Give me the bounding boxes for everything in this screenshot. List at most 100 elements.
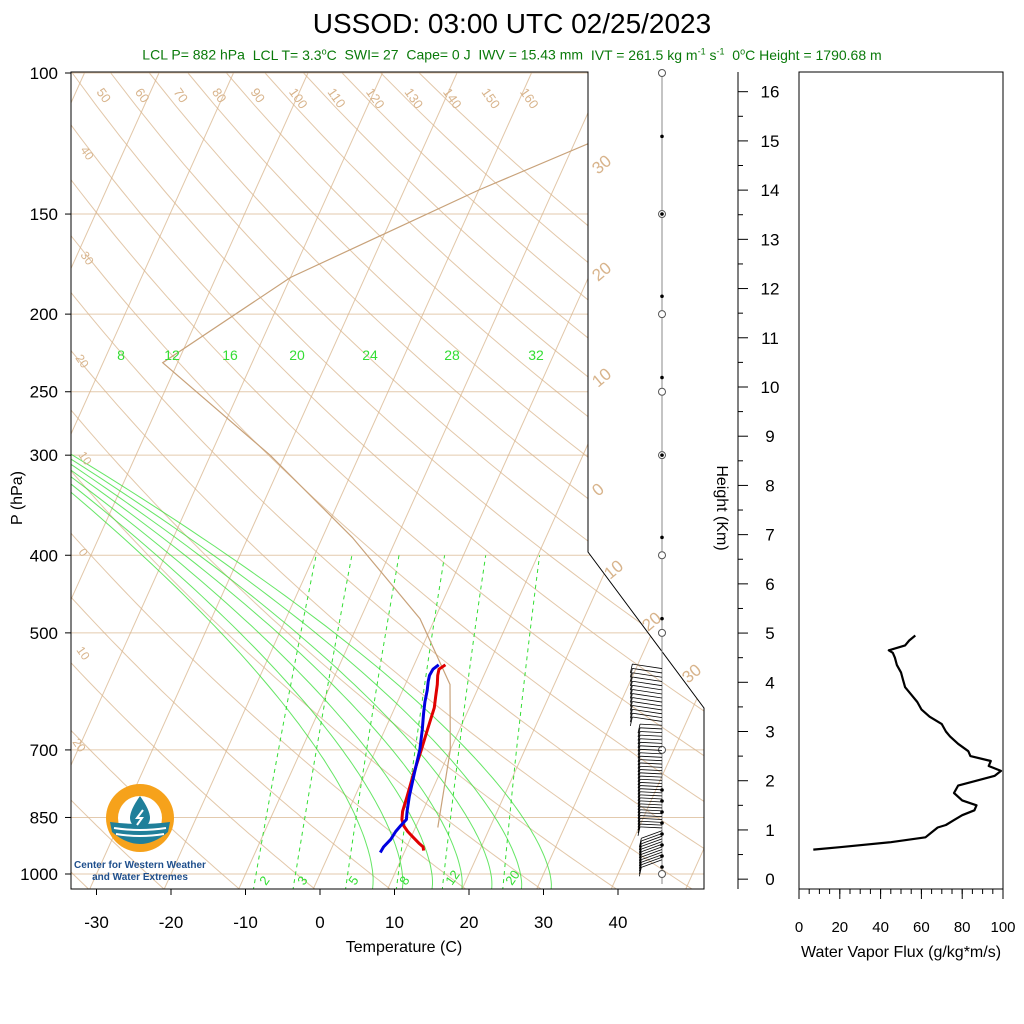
dry-adiabat (71, 72, 242, 889)
height-tick-label: 13 (761, 230, 780, 249)
wind-barb-flag (638, 846, 642, 856)
dry-adiabat (71, 72, 704, 889)
cw3e-logo: Center for Western Weather and Water Ext… (40, 782, 240, 884)
dry-adiabat-label: 70 (171, 85, 192, 105)
wind-barb (640, 755, 663, 758)
moist-adiabat-label: 28 (444, 347, 460, 363)
isotherm-edge-label: 0 (76, 546, 91, 560)
wind-barb-flag (637, 806, 641, 816)
wind-barb-flag (629, 701, 633, 711)
dry-adiabat-label: 60 (132, 85, 153, 105)
height-tick-label: 15 (761, 132, 780, 151)
dry-adiabat (303, 72, 704, 889)
wind-barb-flag (629, 676, 633, 687)
wind-dot (660, 799, 664, 803)
wind-barb (640, 791, 663, 794)
wind-barb-flag (637, 803, 641, 813)
moist-adiabat-label: 16 (222, 347, 238, 363)
ivt-value: IVT = 261.5 kg m-1 s-1 (590, 46, 725, 63)
y-tick-label: 700 (30, 741, 58, 760)
mixing-ratio-line (292, 555, 353, 889)
isotherm-edge-label: 20 (70, 736, 89, 755)
wind-barb (632, 689, 663, 695)
wind-dot (660, 453, 664, 457)
isotherm-edge-label: 10 (588, 364, 615, 391)
wind-barb-flag (637, 794, 641, 804)
isotherm-line (71, 72, 160, 889)
wind-barb (640, 734, 663, 737)
wind-barb (641, 835, 663, 845)
moist-adiabat-label: 32 (528, 347, 544, 363)
wind-barb (632, 684, 663, 691)
wind-barb-flag (637, 749, 641, 759)
wind-barb (640, 797, 663, 800)
wind-barb-flag (637, 731, 641, 741)
wind-barb (640, 788, 663, 791)
moist-adiabat (71, 346, 433, 889)
y-tick-label: 500 (30, 624, 58, 643)
wind-barb (640, 794, 663, 797)
dry-adiabat-label: 100 (286, 85, 311, 111)
dry-adiabat (71, 72, 545, 889)
flux-tick-label: 100 (990, 919, 1015, 936)
wind-barb (632, 705, 663, 711)
wind-barb (640, 772, 663, 775)
wind-barb-flag (637, 826, 641, 836)
wind-barb-flag (637, 738, 641, 748)
moist-adiabat (71, 346, 493, 889)
wind-barb-flag (637, 815, 641, 825)
dry-adiabat (71, 72, 704, 889)
wind-barb (640, 748, 663, 751)
isotherm-line (162, 72, 532, 889)
isotherm-edge-label: 10 (600, 556, 627, 583)
height-tick-label: 3 (765, 723, 774, 742)
wind-barb-flag (638, 864, 642, 874)
height-tick-label: 14 (761, 181, 780, 200)
wind-dot (660, 865, 664, 869)
mixing-ratio-label: 5 (345, 873, 361, 888)
x-tick-label: 40 (609, 913, 628, 932)
wind-barb-flag (637, 821, 641, 831)
wind-barb (640, 741, 663, 744)
y-tick-label: 850 (30, 808, 58, 827)
wind-barb-flag (637, 766, 641, 776)
mixing-ratio-line (441, 555, 487, 889)
mixing-ratio-label: 12 (442, 867, 463, 887)
wind-dot (660, 616, 664, 621)
x-tick-label: -20 (159, 913, 184, 932)
wind-barb-flag (637, 782, 641, 792)
dry-adiabat (71, 72, 394, 889)
lcl-temperature: LCL T= 3.3oC (252, 46, 337, 63)
wind-barb (640, 752, 663, 755)
wind-barb-flag (637, 769, 641, 779)
wind-barb (640, 759, 663, 762)
dry-adiabat (71, 72, 469, 889)
y-tick-label: 150 (30, 205, 58, 224)
wind-barb (640, 782, 663, 784)
wind-barb-flag (637, 797, 641, 807)
dry-adiabat-label: 50 (94, 85, 115, 105)
wind-barb (640, 806, 663, 809)
wind-barb (640, 820, 663, 823)
wind-barb (640, 809, 663, 812)
mixing-ratio-line (395, 555, 446, 889)
wind-barb-flag (629, 713, 633, 723)
dry-adiabat (226, 72, 704, 889)
wind-barb (632, 701, 663, 707)
isotherm-line (71, 72, 234, 889)
wind-barb (632, 716, 663, 722)
cape-value: Cape= 0 J (406, 46, 471, 63)
wind-barb (632, 712, 663, 719)
x-tick-label: -10 (233, 913, 258, 932)
mixing-ratio-label: 2 (256, 873, 272, 888)
wind-barb (641, 849, 663, 858)
moist-adiabat (71, 346, 523, 889)
wind-barb (640, 723, 663, 726)
wind-barb (641, 846, 663, 855)
wind-barb (640, 826, 663, 829)
dry-adiabat-label: 110 (325, 85, 349, 111)
height-tick-label: 6 (765, 575, 774, 594)
wind-dot (660, 134, 664, 139)
skewt-grid (71, 72, 704, 889)
